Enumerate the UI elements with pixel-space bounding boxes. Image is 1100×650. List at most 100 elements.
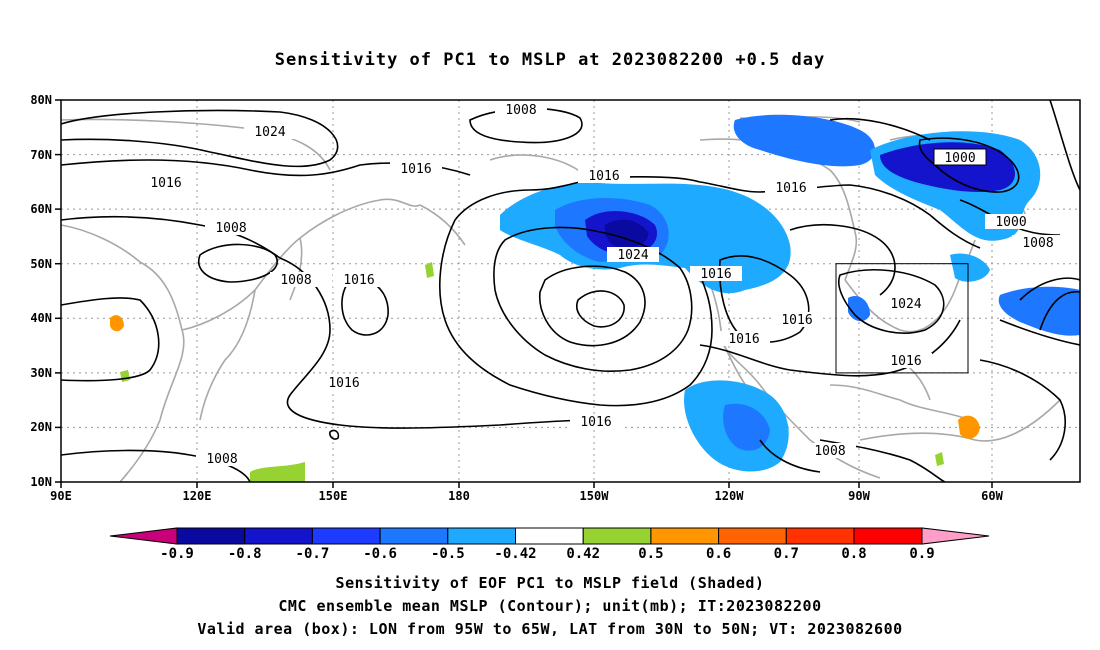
- caption-valid-area: Valid area (box): LON from 95W to 65W, L…: [197, 620, 903, 638]
- contour-label: 1000: [933, 148, 987, 166]
- lon-label: 150E: [319, 489, 348, 503]
- tick-marks: [55, 99, 993, 488]
- svg-text:1016: 1016: [328, 376, 359, 391]
- chart-title: Sensitivity of PC1 to MSLP at 2023082200…: [274, 50, 826, 70]
- svg-text:1016: 1016: [588, 169, 619, 184]
- svg-text:1008: 1008: [505, 103, 536, 118]
- svg-text:1024: 1024: [617, 248, 648, 263]
- contour-label: 1008: [495, 102, 547, 118]
- shade-green-japan: [250, 462, 305, 482]
- lon-label: 90E: [50, 489, 72, 503]
- colorbar-box: [650, 527, 720, 545]
- contour-label: 1008: [196, 451, 248, 467]
- colorbar-high-end: [921, 527, 990, 545]
- lat-label: 50N: [30, 257, 52, 271]
- shade-blue-midwest: [848, 295, 870, 322]
- shade-core-n-pacific: [604, 219, 649, 248]
- svg-text:1016: 1016: [580, 415, 611, 430]
- colorbar-label: -0.5: [431, 546, 465, 562]
- colorbar-box: [515, 527, 584, 545]
- svg-text:1016: 1016: [775, 181, 806, 196]
- colorbar-label: 0.9: [909, 546, 934, 562]
- svg-text:1008: 1008: [814, 444, 845, 459]
- colorbar-box: [718, 527, 787, 545]
- svg-text:1008: 1008: [280, 273, 311, 288]
- colorbar-label: -0.9: [160, 546, 194, 562]
- contour-label: 1016: [140, 175, 192, 191]
- svg-text:1016: 1016: [343, 273, 374, 288]
- lat-label: 30N: [30, 366, 52, 380]
- colorbar-label: 0.7: [774, 546, 799, 562]
- svg-text:1016: 1016: [781, 313, 812, 328]
- svg-text:1008: 1008: [1022, 236, 1053, 251]
- lat-label: 20N: [30, 420, 52, 434]
- contour-label: 1024: [880, 296, 932, 312]
- svg-text:1024: 1024: [890, 297, 921, 312]
- contour-label: 1016: [690, 266, 742, 282]
- lon-label: 180: [448, 489, 470, 503]
- svg-text:1016: 1016: [150, 176, 181, 191]
- shade-orange-caribbean: [958, 415, 980, 439]
- svg-text:1016: 1016: [890, 354, 921, 369]
- colorbar-label: 0.5: [638, 546, 663, 562]
- lon-label: 120E: [183, 489, 212, 503]
- svg-text:1000: 1000: [944, 151, 975, 166]
- shade-blue-arctic: [733, 114, 875, 167]
- svg-text:1016: 1016: [400, 162, 431, 177]
- contour-label: 1008: [270, 272, 322, 288]
- lat-label: 10N: [30, 475, 52, 489]
- colorbar-box: [785, 527, 855, 545]
- colorbar-label: -0.6: [363, 546, 397, 562]
- colorbar: -0.9 -0.8 -0.7 -0.6 -0.5 -0.42 0.42 0.5 …: [109, 527, 990, 562]
- colorbar-box: [176, 527, 246, 545]
- colorbar-box: [311, 527, 381, 545]
- colorbar-label: -0.8: [228, 546, 262, 562]
- lat-label: 40N: [30, 311, 52, 325]
- contour-label: 1016: [390, 161, 442, 177]
- lat-label: 80N: [30, 93, 52, 107]
- colorbar-box: [244, 527, 313, 545]
- svg-text:1008: 1008: [215, 221, 246, 236]
- shade-orange-china: [110, 315, 124, 332]
- colorbar-label: -0.7: [296, 546, 330, 562]
- colorbar-box: [582, 527, 652, 545]
- colorbar-box: [853, 527, 923, 545]
- contour-label: 1024: [607, 247, 659, 263]
- lat-label: 70N: [30, 148, 52, 162]
- colorbar-label: -0.42: [494, 546, 536, 562]
- lon-label: 90W: [848, 489, 870, 503]
- lat-label: 60N: [30, 202, 52, 216]
- contour-label: 1016: [718, 331, 770, 347]
- contour-label: 1016: [318, 375, 370, 391]
- svg-text:1016: 1016: [728, 332, 759, 347]
- latitude-labels: 80N 70N 60N 50N 40N 30N 20N 10N: [30, 93, 52, 489]
- colorbar-label: 0.8: [841, 546, 866, 562]
- contour-label: 1016: [570, 414, 622, 430]
- contour-label: 1024: [244, 124, 296, 140]
- contour-label: 1008: [205, 220, 257, 236]
- longitude-labels: 90E 120E 150E 180 150W 120W 90W 60W: [50, 489, 1003, 503]
- contour-label: 1016: [880, 353, 932, 369]
- caption-shading: Sensitivity of EOF PC1 to MSLP field (Sh…: [335, 574, 765, 592]
- svg-text:1016: 1016: [700, 267, 731, 282]
- shade-green-china: [120, 370, 130, 382]
- lon-label: 60W: [981, 489, 1003, 503]
- contour-label: 1016: [333, 272, 385, 288]
- svg-text:1024: 1024: [254, 125, 285, 140]
- colorbar-label: 0.42: [566, 546, 600, 562]
- shade-green-caribbean: [935, 452, 944, 466]
- contour-label: 1016: [771, 312, 823, 328]
- contour-label: 1008: [804, 443, 856, 459]
- sensitivity-shading: [110, 114, 1080, 482]
- lon-label: 150W: [580, 489, 610, 503]
- contour-label-group: 1024 1008 1016 1016 1008 1008 1016 1016 …: [140, 102, 1064, 467]
- contour-label: 1008: [1012, 235, 1064, 251]
- contour-label: 1016: [578, 168, 630, 184]
- lon-label: 120W: [715, 489, 745, 503]
- colorbar-low-end: [109, 527, 178, 545]
- valid-area-box: [835, 263, 969, 374]
- colorbar-box: [447, 527, 516, 545]
- caption-contour: CMC ensemble mean MSLP (Contour); unit(m…: [278, 597, 822, 615]
- svg-text:1000: 1000: [995, 215, 1026, 230]
